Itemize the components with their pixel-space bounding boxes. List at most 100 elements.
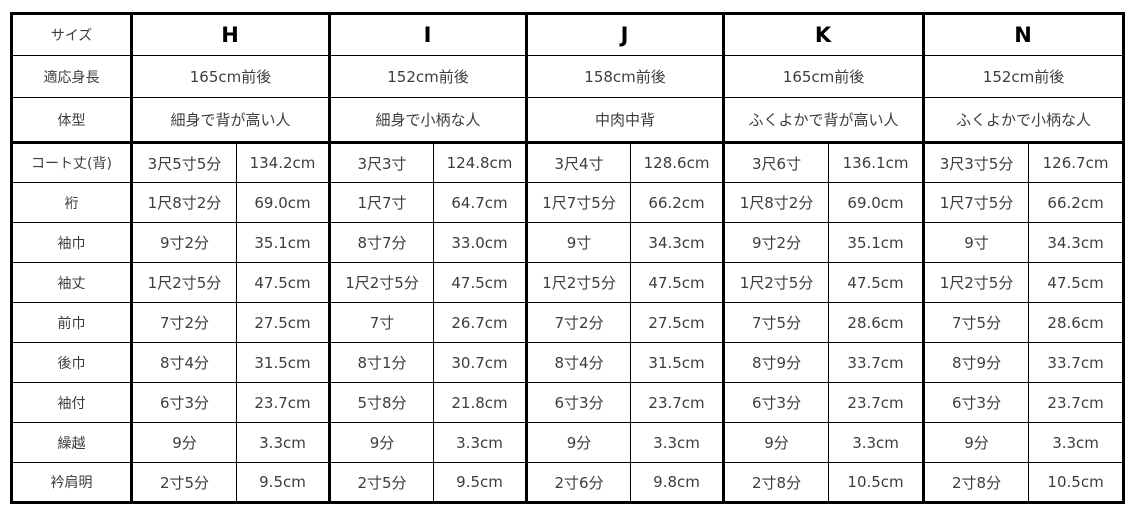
body-type-value: 細身で小柄な人 [328,97,528,144]
value-traditional: 5寸8分 [328,382,435,423]
value-cm: 28.6cm [1028,302,1125,343]
value-cm: 47.5cm [433,262,528,303]
value-cm: 47.5cm [1028,262,1125,303]
value-cm: 23.7cm [235,382,331,423]
value-cm: 64.7cm [433,182,528,223]
value-traditional: 7寸5分 [922,302,1030,343]
value-cm: 47.5cm [630,262,725,303]
value-traditional: 2寸8分 [722,462,830,503]
value-cm: 9.5cm [235,462,331,503]
row-label: 後巾 [11,342,132,383]
value-traditional: 1尺7寸5分 [922,182,1030,223]
body-type-value: 細身で背が高い人 [129,97,331,144]
body-type-value: 中肉中背 [525,97,725,144]
row-label: 前巾 [11,302,132,343]
value-traditional: 9寸2分 [130,222,237,263]
value-cm: 27.5cm [235,302,331,343]
measurement-row-coat-length: コート丈(背) 3尺5寸5分 134.2cm 3尺3寸 124.8cm 3尺4寸… [11,142,1125,183]
size-column-header-i: I [328,13,528,56]
value-traditional: 3尺5寸5分 [130,142,237,183]
value-cm: 10.5cm [828,462,925,503]
value-cm: 126.7cm [1028,142,1125,183]
value-traditional: 6寸3分 [722,382,830,423]
value-cm: 3.3cm [828,422,925,463]
value-cm: 3.3cm [1028,422,1125,463]
value-traditional: 9分 [525,422,632,463]
row-label: 繰越 [11,422,132,463]
value-traditional: 7寸5分 [722,302,830,343]
applicable-height-row: 適応身長 165cm前後 152cm前後 158cm前後 165cm前後 152… [11,55,1125,98]
row-label: 衿肩明 [11,462,132,503]
value-traditional: 8寸4分 [130,342,237,383]
value-cm: 28.6cm [828,302,925,343]
value-traditional: 9分 [722,422,830,463]
value-cm: 124.8cm [433,142,528,183]
kimono-size-chart-table: サイズ H I J K N 適応身長 165cm前後 152cm前後 158cm… [10,12,1126,504]
value-traditional: 3尺4寸 [525,142,632,183]
value-traditional: 7寸 [328,302,435,343]
value-cm: 9.8cm [630,462,725,503]
value-traditional: 6寸3分 [130,382,237,423]
value-cm: 35.1cm [235,222,331,263]
value-traditional: 8寸7分 [328,222,435,263]
value-cm: 136.1cm [828,142,925,183]
value-cm: 69.0cm [235,182,331,223]
value-cm: 47.5cm [828,262,925,303]
value-cm: 33.7cm [1028,342,1125,383]
value-traditional: 6寸3分 [525,382,632,423]
value-cm: 33.0cm [433,222,528,263]
row-label: 袖丈 [11,262,132,303]
value-traditional: 9分 [130,422,237,463]
value-cm: 23.7cm [828,382,925,423]
value-traditional: 1尺7寸5分 [525,182,632,223]
value-traditional: 9分 [922,422,1030,463]
value-cm: 26.7cm [433,302,528,343]
size-column-header-n: N [922,13,1125,56]
value-traditional: 8寸9分 [922,342,1030,383]
height-value: 152cm前後 [328,55,528,98]
value-cm: 27.5cm [630,302,725,343]
value-cm: 47.5cm [235,262,331,303]
value-traditional: 2寸8分 [922,462,1030,503]
value-traditional: 1尺2寸5分 [130,262,237,303]
height-value: 165cm前後 [129,55,331,98]
value-traditional: 9分 [328,422,435,463]
value-traditional: 7寸2分 [130,302,237,343]
measurement-row-erikataaki: 衿肩明 2寸5分 9.5cm 2寸5分 9.5cm 2寸6分 9.8cm 2寸8… [11,462,1125,503]
size-column-header-h: H [129,13,331,56]
row-label: 袖付 [11,382,132,423]
height-value: 165cm前後 [722,55,925,98]
value-cm: 34.3cm [1028,222,1125,263]
measurement-row-kurikoshi: 繰越 9分 3.3cm 9分 3.3cm 9分 3.3cm 9分 3.3cm 9… [11,422,1125,463]
row-label-body-type: 体型 [11,97,132,144]
value-cm: 128.6cm [630,142,725,183]
measurement-row-mae-haba: 前巾 7寸2分 27.5cm 7寸 26.7cm 7寸2分 27.5cm 7寸5… [11,302,1125,343]
value-traditional: 7寸2分 [525,302,632,343]
value-cm: 69.0cm [828,182,925,223]
value-cm: 134.2cm [235,142,331,183]
row-label-height: 適応身長 [11,55,132,98]
value-traditional: 9寸 [922,222,1030,263]
value-traditional: 8寸9分 [722,342,830,383]
value-cm: 9.5cm [433,462,528,503]
size-column-header-k: K [722,13,925,56]
value-traditional: 1尺2寸5分 [922,262,1030,303]
value-traditional: 1尺7寸 [328,182,435,223]
value-cm: 31.5cm [235,342,331,383]
height-value: 158cm前後 [525,55,725,98]
size-column-header-j: J [525,13,725,56]
corner-label: サイズ [11,13,132,56]
value-traditional: 3尺6寸 [722,142,830,183]
value-traditional: 1尺2寸5分 [328,262,435,303]
value-traditional: 6寸3分 [922,382,1030,423]
value-cm: 31.5cm [630,342,725,383]
size-header-row: サイズ H I J K N [11,13,1125,56]
value-traditional: 2寸6分 [525,462,632,503]
measurement-row-yuki: 裄 1尺8寸2分 69.0cm 1尺7寸 64.7cm 1尺7寸5分 66.2c… [11,182,1125,223]
value-cm: 3.3cm [433,422,528,463]
value-cm: 33.7cm [828,342,925,383]
value-traditional: 1尺8寸2分 [722,182,830,223]
body-type-row: 体型 細身で背が高い人 細身で小柄な人 中肉中背 ふくよかで背が高い人 ふくよか… [11,97,1125,144]
value-traditional: 9寸 [525,222,632,263]
value-traditional: 8寸4分 [525,342,632,383]
